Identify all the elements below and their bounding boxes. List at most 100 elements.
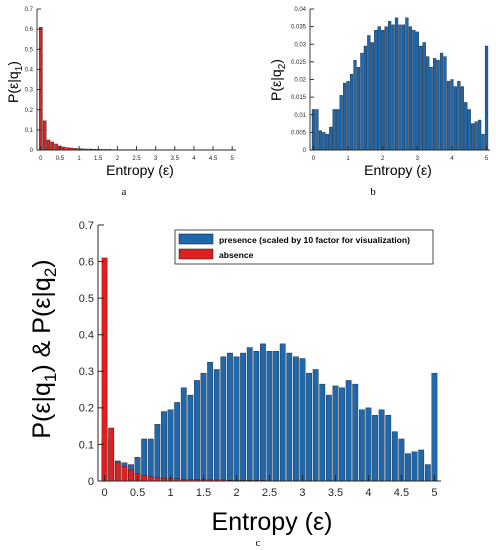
presence-bar bbox=[460, 86, 464, 151]
presence-bar bbox=[484, 45, 489, 151]
presence-bar bbox=[279, 343, 286, 482]
panel-b: Entropy (ε) P(ε|q2) b 0 1 2 3 4 500.0050.010.… bbox=[268, 7, 490, 198]
presence-bar bbox=[453, 86, 457, 151]
presence-bar bbox=[154, 424, 161, 482]
panel-a-xlabel: Entropy (ε) bbox=[106, 162, 174, 178]
absence-bar bbox=[121, 466, 128, 482]
y-tick-label: 0.04 bbox=[294, 7, 306, 13]
presence-bar bbox=[349, 74, 354, 151]
presence-bar bbox=[429, 66, 433, 151]
presence-bar bbox=[412, 29, 416, 151]
presence-bar bbox=[450, 79, 454, 151]
presence-bar bbox=[318, 130, 322, 151]
presence-bar bbox=[319, 383, 326, 482]
presence-legend-swatch bbox=[178, 233, 214, 245]
presence-bar bbox=[167, 409, 174, 482]
presence-bar bbox=[446, 81, 451, 151]
panel-c-ylabel-sub2: 2 bbox=[41, 268, 60, 277]
presence-bar bbox=[253, 350, 260, 482]
absence-bar bbox=[154, 477, 161, 482]
presence-bar bbox=[385, 414, 392, 482]
presence-bar bbox=[147, 438, 154, 482]
absence-legend-label: absence bbox=[219, 250, 254, 260]
presence-bar bbox=[415, 31, 419, 151]
x-tick-label: 3.5 bbox=[328, 487, 343, 499]
y-tick-label: 0.7 bbox=[79, 220, 94, 232]
x-tick-label: 4 bbox=[192, 156, 196, 162]
x-tick-label: 2 bbox=[116, 156, 120, 162]
presence-bar bbox=[474, 121, 478, 151]
presence-bar bbox=[398, 438, 405, 482]
presence-bar bbox=[187, 394, 194, 482]
x-tick-label: 4 bbox=[365, 487, 371, 499]
presence-bar bbox=[471, 123, 475, 151]
presence-bar bbox=[286, 352, 293, 482]
presence-bar bbox=[213, 369, 220, 482]
presence-bar bbox=[457, 81, 461, 151]
presence-bar bbox=[443, 56, 447, 151]
y-tick-label: 0.6 bbox=[25, 27, 34, 33]
presence-bar bbox=[378, 409, 385, 482]
presence-bar bbox=[273, 350, 279, 482]
absence-bar bbox=[128, 469, 134, 482]
presence-bar bbox=[233, 356, 240, 482]
x-tick-label: 3.5 bbox=[171, 156, 180, 162]
presence-bar bbox=[398, 24, 402, 151]
absence-legend-swatch bbox=[178, 248, 214, 260]
caption-c: c bbox=[256, 537, 261, 549]
absence-bar bbox=[114, 462, 121, 482]
panel-c-ylabel-sub1: 1 bbox=[41, 373, 60, 382]
panel-c-ylabel-part3: ) bbox=[28, 259, 56, 267]
presence-bar bbox=[141, 438, 148, 482]
presence-bar bbox=[306, 372, 312, 482]
presence-bar bbox=[346, 81, 350, 151]
presence-bar bbox=[418, 449, 425, 482]
y-tick-label: 0.3 bbox=[25, 88, 34, 94]
presence-bar bbox=[207, 361, 214, 482]
x-tick-label: 0.5 bbox=[56, 156, 65, 162]
y-tick-label: 0.7 bbox=[25, 7, 34, 13]
presence-bar bbox=[325, 394, 332, 482]
y-tick-label: 0.005 bbox=[291, 130, 307, 136]
presence-bar bbox=[374, 29, 378, 151]
axes-a: 0 0.5 1 1.5 2 2.5 3 3.5 4 4.5 5 0 0.1 0.2 0.3 0.4 0.5 0.6… bbox=[25, 7, 236, 162]
presence-bar bbox=[419, 45, 423, 151]
presence-bar bbox=[426, 56, 430, 151]
presence-bar bbox=[200, 372, 207, 482]
presence-bar bbox=[352, 383, 359, 482]
x-tick-label: 0 bbox=[312, 156, 316, 162]
y-tick-label: 0.4 bbox=[25, 68, 34, 74]
presence-bar bbox=[408, 26, 412, 151]
panel-b-ylabel-prefix: P(ε|q bbox=[268, 69, 284, 101]
presence-bar bbox=[343, 82, 347, 151]
x-tick-label: 0.5 bbox=[130, 487, 145, 499]
presence-bar bbox=[336, 109, 340, 151]
x-tick-label: 2 bbox=[233, 487, 239, 499]
absence-bar bbox=[147, 476, 154, 482]
panel-c-xlabel: Entropy (ε) bbox=[212, 508, 333, 536]
y-tick-label: 0.2 bbox=[79, 403, 94, 415]
presence-bar bbox=[161, 411, 167, 482]
presence-bar bbox=[381, 29, 385, 151]
y-tick-label: 0 bbox=[88, 476, 94, 488]
x-tick-label: 4.5 bbox=[209, 156, 218, 162]
presence-bar bbox=[365, 407, 372, 482]
panel-b-ylabel-suffix: ) bbox=[268, 59, 284, 64]
panel-a-ylabel-suffix: ) bbox=[5, 61, 21, 66]
presence-bar bbox=[481, 133, 485, 151]
presence-bar bbox=[478, 119, 482, 151]
y-tick-label: 0.01 bbox=[294, 113, 306, 119]
x-tick-label: 1.5 bbox=[94, 156, 103, 162]
y-tick-label: 0.3 bbox=[79, 366, 94, 378]
absence-bar bbox=[42, 120, 47, 151]
panel-c: Entropy (ε) P(ε|q1) & P(ε|q2) c 0 0.5 1 1.5… bbox=[28, 220, 441, 549]
y-tick-label: 0.6 bbox=[79, 256, 94, 268]
x-tick-label: 1 bbox=[346, 156, 350, 162]
presence-bar bbox=[411, 451, 418, 482]
y-tick-label: 0.02 bbox=[294, 78, 306, 84]
y-tick-label: 0 bbox=[30, 148, 34, 154]
absence-bar bbox=[101, 257, 108, 482]
x-tick-label: 5 bbox=[485, 156, 489, 162]
x-tick-label: 5 bbox=[231, 156, 235, 162]
y-tick-label: 0.03 bbox=[294, 42, 306, 48]
